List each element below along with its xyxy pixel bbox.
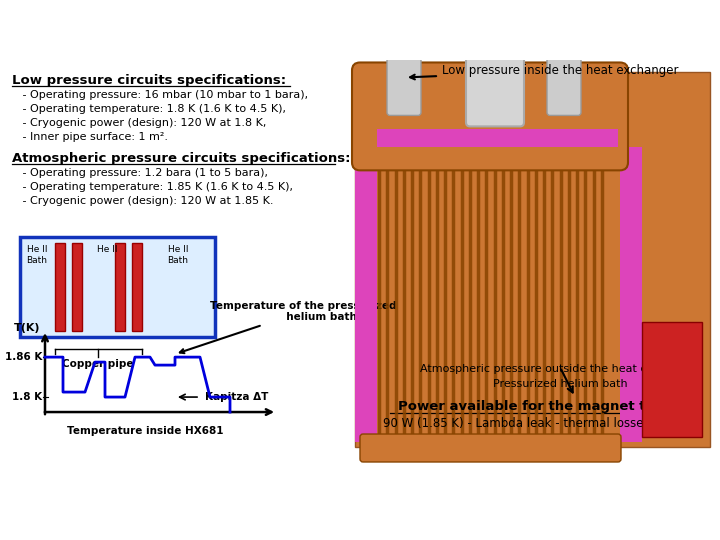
Text: - Operating temperature: 1.8 K (1.6 K to 4.5 K),: - Operating temperature: 1.8 K (1.6 K to…: [12, 104, 286, 114]
FancyBboxPatch shape: [467, 55, 501, 116]
Text: - Operating temperature: 1.85 K (1.6 K to 4.5 K),: - Operating temperature: 1.85 K (1.6 K t…: [12, 183, 293, 192]
Bar: [620, 147, 642, 442]
FancyBboxPatch shape: [466, 44, 524, 126]
Text: - Inner pipe surface: 1 m².: - Inner pipe surface: 1 m².: [12, 132, 168, 143]
Text: - Cryogenic power (design): 120 W at 1.85 K.: - Cryogenic power (design): 120 W at 1.8…: [12, 197, 274, 206]
FancyBboxPatch shape: [352, 63, 628, 170]
Text: 1.8 K: 1.8 K: [12, 392, 42, 402]
Bar: [642, 322, 702, 437]
Text: T(K): T(K): [14, 323, 40, 333]
Text: Temperature inside HX681: Temperature inside HX681: [67, 426, 223, 436]
Text: Atmospheric pressure outside the heat exchanger: Atmospheric pressure outside the heat ex…: [420, 364, 700, 374]
Text: He II
Bath: He II Bath: [168, 245, 189, 265]
Text: - Cryogenic power (design): 120 W at 1.8 K,: - Cryogenic power (design): 120 W at 1.8…: [12, 118, 266, 129]
Text: Copper pipe: Copper pipe: [62, 359, 134, 369]
Text: - Operating pressure: 16 mbar (10 mbar to 1 bara),: - Operating pressure: 16 mbar (10 mbar t…: [12, 90, 308, 100]
Text: He II
Bath: He II Bath: [27, 245, 48, 265]
Bar: [132, 243, 142, 331]
FancyBboxPatch shape: [387, 55, 421, 116]
Text: Low pressure circuits specifications:: Low pressure circuits specifications:: [12, 75, 286, 87]
Bar: [377, 130, 618, 147]
Bar: [355, 72, 710, 447]
Text: 90 W (1.85 K) - Lambda leak - thermal losses ≈ 70 W: 90 W (1.85 K) - Lambda leak - thermal lo…: [383, 417, 697, 430]
Bar: [55, 243, 65, 331]
Bar: [20, 237, 215, 337]
Text: He II: He II: [96, 245, 117, 254]
Text: Low pressure inside the heat exchanger: Low pressure inside the heat exchanger: [410, 64, 678, 79]
FancyBboxPatch shape: [360, 434, 621, 462]
Text: Temperature of the pressurized
          helium bath: Temperature of the pressurized helium ba…: [180, 301, 397, 353]
Bar: [72, 243, 82, 331]
Ellipse shape: [467, 35, 523, 55]
Text: Power available for the magnet tests:: Power available for the magnet tests:: [398, 400, 682, 413]
Text: Pressurized helium bath: Pressurized helium bath: [492, 379, 627, 389]
Text: Kapitza ΔT: Kapitza ΔT: [205, 392, 269, 402]
Text: Atmospheric pressure circuits specifications:: Atmospheric pressure circuits specificat…: [12, 152, 351, 165]
Text: Vertical cryostat – Kick off meeting – 10th May 2016 – ACS: Vertical cryostat – Kick off meeting – 1…: [5, 522, 270, 530]
Text: 1.86 K: 1.86 K: [4, 352, 42, 362]
Bar: [115, 243, 125, 331]
Text: Cryogenic power limits - Heat Exchanger HX681: Cryogenic power limits - Heat Exchanger …: [87, 22, 633, 41]
FancyBboxPatch shape: [547, 55, 581, 116]
Text: - Operating pressure: 1.2 bara (1 to 5 bara),: - Operating pressure: 1.2 bara (1 to 5 b…: [12, 168, 268, 178]
Bar: [355, 97, 377, 442]
Text: 9: 9: [706, 519, 714, 532]
